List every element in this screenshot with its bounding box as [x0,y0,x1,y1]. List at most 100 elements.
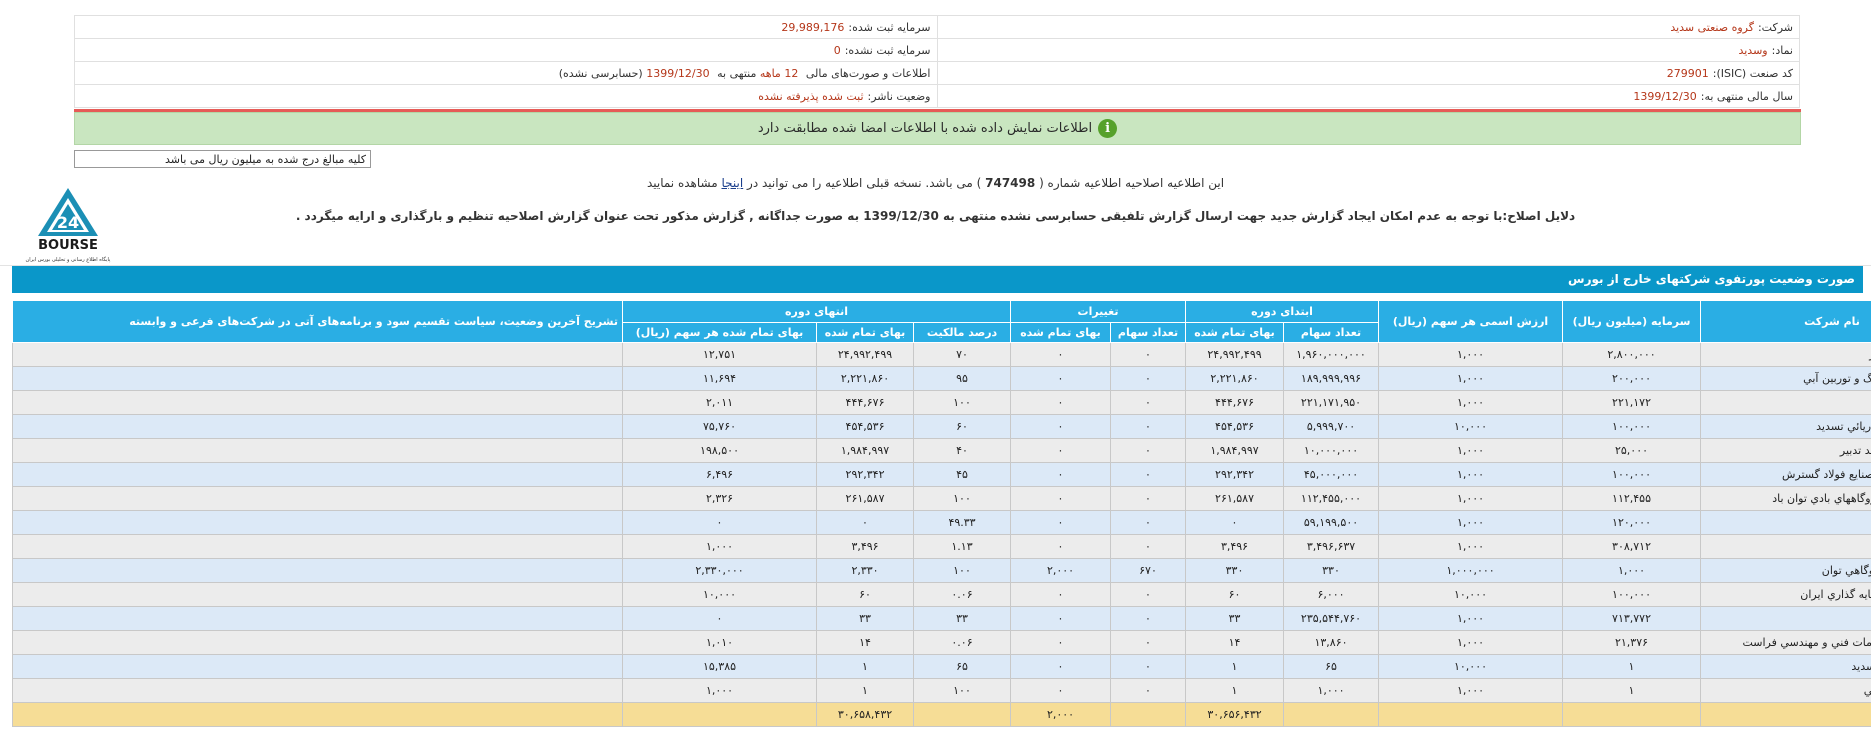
section-title: صورت وضعیت پورتفوی شرکتهای خارج از بورس [12,266,1863,293]
total-start-cost: ۳۰,۶۵۶,۴۳۲ [1185,702,1285,727]
cell-start-cost: ۶۰ [1185,582,1285,607]
cell-description [12,486,623,511]
cell-capital: ۲۵,۰۰۰ [1562,438,1702,463]
cell-start-cost: ۳,۴۹۶ [1185,534,1285,559]
cell-company-name: لوله سازي ماهشهر [1700,342,1871,367]
cell-end-cost-per-share: ۱۱,۶۹۴ [621,366,818,391]
cell-end-cost: ۱ [816,654,915,679]
cell-change-cost: ۰ [1010,678,1112,703]
correction-reason: دلایل اصلاح:با توجه به عدم امکان ایجاد گ… [295,209,1576,223]
section-divider [0,265,1871,266]
table-row: صابانيرو۲۲۱,۱۷۲۱,۰۰۰۲۲۱,۱۷۱,۹۵۰۴۴۴,۶۷۶۰۰… [12,390,1871,415]
cell-start-shares: ۱,۰۰۰ [1283,678,1380,703]
cell-company-name: فالق صنعت [1700,510,1871,535]
cell-ownership-pct: ۷۰ [913,342,1012,367]
cell-capital: ۲۰۰,۰۰۰ [1562,366,1702,391]
cell-change-cost: ۲,۰۰۰ [1010,558,1112,583]
cell-end-cost-per-share: ۰ [621,606,818,631]
cell-change-shares: ۰ [1110,582,1187,607]
banner-text: اطلاعات نمایش داده شده با اطلاعات امضا ش… [757,121,1093,136]
cell-ownership-pct: ۴۵ [913,462,1012,487]
cell-end-cost: ۴۵۴,۵۳۶ [816,414,915,439]
cell-start-shares: ۵,۹۹۹,۷۰۰ [1283,414,1380,439]
cell-start-cost: ۲,۲۲۱,۸۶۰ [1185,366,1285,391]
table-row: لوله سازي ماهشهر۲,۸۰۰,۰۰۰۱,۰۰۰۱,۹۶۰,۰۰۰,… [12,342,1871,367]
cell-ownership-pct: ۱۰۰ [913,678,1012,703]
cell-end-cost: ۲,۳۳۰ [816,558,915,583]
cell-start-shares: ۱۰,۰۰۰,۰۰۰ [1283,438,1380,463]
cell-company-name: فرآب [1700,606,1871,631]
cell-change-shares: ۰ [1110,414,1187,439]
cell-change-cost: ۰ [1010,630,1112,655]
cell-change-shares: ۰ [1110,462,1187,487]
table-row: پيمانكاري عمومي صنايع فولاد گسترش۱۰۰,۰۰۰… [12,462,1871,487]
cell-par-value: ۱,۰۰۰ [1378,438,1564,463]
cell-capital: ۳۰۸,۷۱۲ [1562,534,1702,559]
cell-description [12,630,623,655]
report-months: 12 ماهه [759,66,799,80]
bourse-logo: 24 BOURSE پایگاه اطلاع رسانی و تحلیلی بو… [22,186,114,266]
cell-description [12,678,623,703]
cell-company-name: پيمانكاري عمومي صنايع فولاد گسترش [1700,462,1871,487]
cell-ownership-pct: ۶۰ [913,414,1012,439]
cell-end-cost: ۳,۴۹۶ [816,534,915,559]
cell-change-cost: ۰ [1010,390,1112,415]
cell-ownership-pct: ۴۹.۳۳ [913,510,1012,535]
cell-description [12,366,623,391]
company-info-table: شرکت:گروه صنعتی سدید سرمایه ثبت شده:29,9… [74,15,1800,108]
report-end: منتهی به [717,66,757,80]
cell-par-value: ۱,۰۰۰,۰۰۰ [1378,558,1564,583]
col-start-cost: بهای تمام شده [1185,322,1285,343]
cell-change-cost: ۰ [1010,462,1112,487]
cell-ownership-pct: ۱۰۰ [913,390,1012,415]
cell-start-cost: ۱ [1185,654,1285,679]
notice-part1: این اطلاعیه اصلاحیه اطلاعیه شماره ( [1039,176,1225,190]
cell-end-cost: ۱ [816,678,915,703]
cell-start-shares: ۲۳۵,۵۴۴,۷۶۰ [1283,606,1380,631]
publisher-label: وضعیت ناشر: [867,89,931,103]
cell-change-shares: ۰ [1110,486,1187,511]
col-changes: تغییرات [1010,300,1187,323]
cell-description [12,438,623,463]
symbol-label: نماد: [1771,43,1793,57]
cell-change-cost: ۰ [1010,438,1112,463]
cell-company-name: توسعه و احداث نيروگاههاي بادي توان باد [1700,486,1871,511]
cell-par-value: ۱,۰۰۰ [1378,462,1564,487]
cell-ownership-pct: ۰.۰۶ [913,630,1012,655]
cell-start-shares: ۱,۹۶۰,۰۰۰,۰۰۰ [1283,342,1380,367]
info-icon: i [1098,119,1118,138]
cell-capital: ۱۰۰,۰۰۰ [1562,462,1702,487]
cell-change-shares: ۰ [1110,510,1187,535]
table-row: توليد پمپ هاي بزرگ و توربين آبي۲۰۰,۰۰۰۱,… [12,366,1871,391]
previous-version-link[interactable]: اینجا [721,176,744,190]
cell-company-name: توسعه سازه هاي دريائي تسديد [1700,414,1871,439]
cell-change-cost: ۰ [1010,654,1112,679]
cell-capital: ۱ [1562,654,1702,679]
total-start-shares [1283,702,1380,727]
cell-start-cost: ۴۵۴,۵۳۶ [1185,414,1285,439]
cell-capital: ۱۰۰,۰۰۰ [1562,414,1702,439]
total-change-shares [1110,702,1187,727]
cell-company-name: توسعه نفت و گاز سديد [1700,654,1871,679]
cell-change-shares: ۰ [1110,654,1187,679]
cell-ownership-pct: ۴۰ [913,438,1012,463]
col-par: ارزش اسمی هر سهم (ریال) [1378,300,1564,343]
cell-end-cost-per-share: ۲,۰۱۱ [621,390,818,415]
cell-end-cost-per-share: ۷۵,۷۶۰ [621,414,818,439]
cell-capital: ۱۲۰,۰۰۰ [1562,510,1702,535]
table-row: توسعه صنعت سرمايه گذاري ايران۱۰۰,۰۰۰۱۰,۰… [12,582,1871,607]
bourse-logo-icon: 24 BOURSE پایگاه اطلاع رسانی و تحلیلی بو… [26,188,111,263]
cell-change-cost: ۰ [1010,366,1112,391]
col-chg-cost: بهای تمام شده [1010,322,1112,343]
cell-start-shares: ۶,۰۰۰ [1283,582,1380,607]
cell-change-shares: ۰ [1110,438,1187,463]
table-row: توسعه واحدات نيروگاهي توان۱,۰۰۰۱,۰۰۰,۰۰۰… [12,558,1871,583]
cell-company-name: سرمايه گذاري سديد تدبير [1700,438,1871,463]
cell-start-shares: ۵۹,۱۹۹,۵۰۰ [1283,510,1380,535]
isic-label: کد صنعت (ISIC): [1712,66,1793,80]
total-par-value [1378,702,1564,727]
publisher-value: ثبت شده پذیرفته نشده [758,89,864,103]
total-change-cost: ۲,۰۰۰ [1010,702,1112,727]
